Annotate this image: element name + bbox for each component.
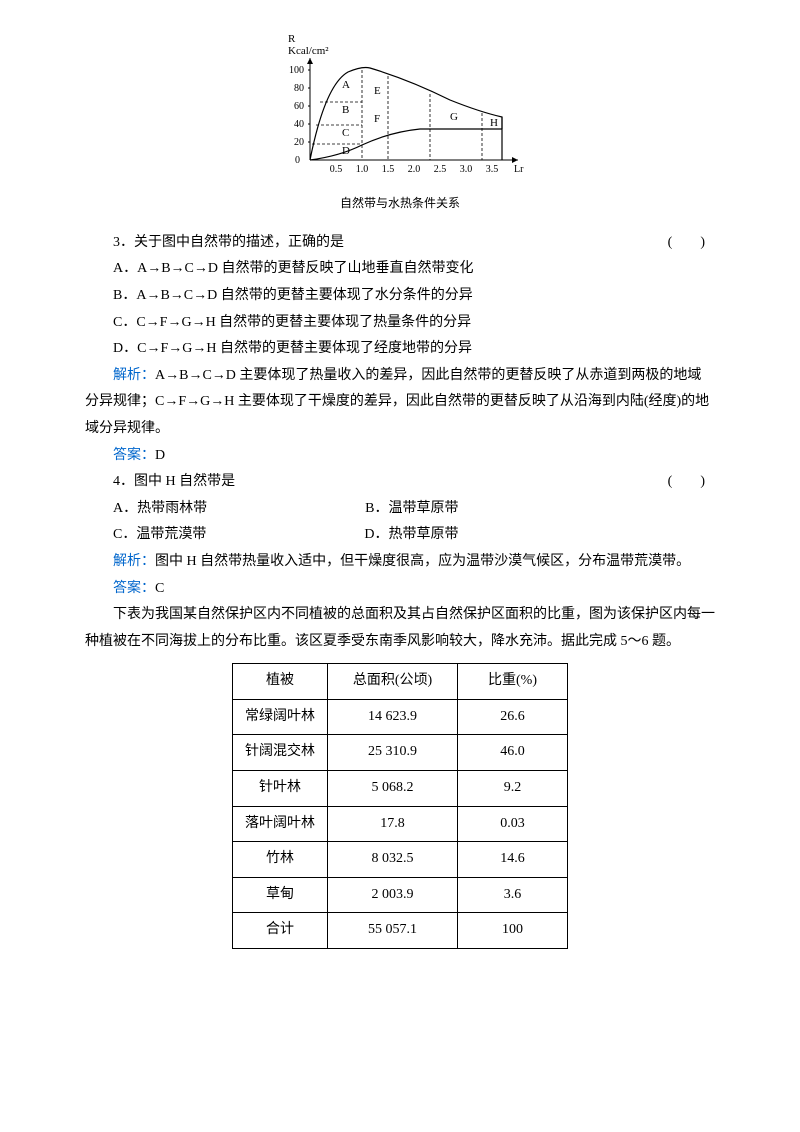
table-cell: 落叶阔叶林 <box>233 806 328 842</box>
region-f: F <box>374 113 380 125</box>
table-cell: 46.0 <box>458 735 568 771</box>
intro-5-6: 下表为我国某自然保护区内不同植被的总面积及其占自然保护区面积的比重，图为该保护区… <box>85 602 715 655</box>
answer-label: 答案： <box>113 581 155 596</box>
ytick-0: 0 <box>295 155 300 166</box>
table-cell: 竹林 <box>233 842 328 878</box>
xtick: 3.0 <box>460 164 473 175</box>
q3-option-a: A．A→B→C→D 自然带的更替反映了山地垂直自然带变化 <box>85 256 715 283</box>
xtick: 2.0 <box>408 164 421 175</box>
table-row: 草甸2 003.93.6 <box>233 877 568 913</box>
table-cell: 14.6 <box>458 842 568 878</box>
lower-curve <box>310 129 502 160</box>
table-row: 落叶阔叶林17.80.03 <box>233 806 568 842</box>
region-b: B <box>342 104 349 116</box>
ytick-20: 20 <box>294 137 304 148</box>
x-arrow <box>512 157 518 163</box>
table-cell: 14 623.9 <box>328 699 458 735</box>
region-e: E <box>374 85 381 97</box>
q4-option-c: C．温带荒漠带 <box>113 527 206 542</box>
region-c: C <box>342 127 349 139</box>
q3-answer-value: D <box>155 448 165 463</box>
ytick-80: 80 <box>294 83 304 94</box>
table-cell: 55 057.1 <box>328 913 458 949</box>
region-g: G <box>450 111 458 123</box>
chart-svg: R Kcal/cm² 0 20 40 60 80 100 0.5 1.0 1.5… <box>270 30 530 190</box>
upper-curve <box>310 68 502 161</box>
analysis-label: 解析： <box>113 554 155 569</box>
table-cell: 3.6 <box>458 877 568 913</box>
table-cell: 5 068.2 <box>328 771 458 807</box>
q4-option-a: A．热带雨林带 <box>113 501 207 516</box>
th-pct: 比重(%) <box>458 664 568 700</box>
region-a: A <box>342 79 350 91</box>
th-area: 总面积(公顷) <box>328 664 458 700</box>
q4-analysis-text: 图中 H 自然带热量收入适中，但干燥度很高，应为温带沙漠气候区，分布温带荒漠带。 <box>155 554 690 569</box>
table-cell: 针阔混交林 <box>233 735 328 771</box>
xtick: 0.5 <box>330 164 343 175</box>
table-cell: 2 003.9 <box>328 877 458 913</box>
vegetation-table: 植被 总面积(公顷) 比重(%) 常绿阔叶林14 623.926.6针阔混交林2… <box>232 663 568 949</box>
analysis-label: 解析： <box>113 368 155 383</box>
q3-answer: 答案：D <box>85 443 715 470</box>
x-label-lr: Lr <box>514 164 524 175</box>
q4-paren: ( ) <box>640 469 705 496</box>
table-row: 合计55 057.1100 <box>233 913 568 949</box>
table-cell: 9.2 <box>458 771 568 807</box>
table-cell: 25 310.9 <box>328 735 458 771</box>
q4-answer: 答案：C <box>85 576 715 603</box>
xtick: 2.5 <box>434 164 447 175</box>
q3-analysis-text: A→B→C→D 主要体现了热量收入的差异，因此自然带的更替反映了从赤道到两极的地… <box>85 368 709 436</box>
th-name: 植被 <box>233 664 328 700</box>
xtick: 1.0 <box>356 164 369 175</box>
table-row: 竹林8 032.514.6 <box>233 842 568 878</box>
q4-stem-line: 4．图中 H 自然带是 ( ) <box>85 469 715 496</box>
table-cell: 草甸 <box>233 877 328 913</box>
table-row: 针叶林5 068.29.2 <box>233 771 568 807</box>
y-label-r: R <box>288 33 296 45</box>
q3-stem: 3．关于图中自然带的描述，正确的是 <box>113 235 344 250</box>
q3-analysis: 解析：A→B→C→D 主要体现了热量收入的差异，因此自然带的更替反映了从赤道到两… <box>85 363 715 443</box>
q4-analysis: 解析：图中 H 自然带热量收入适中，但干燥度很高，应为温带沙漠气候区，分布温带荒… <box>85 549 715 576</box>
ytick-100: 100 <box>289 65 304 76</box>
ytick-60: 60 <box>294 101 304 112</box>
table-cell: 17.8 <box>328 806 458 842</box>
q4-answer-value: C <box>155 581 164 596</box>
q3-option-c: C．C→F→G→H 自然带的更替主要体现了热量条件的分异 <box>85 310 715 337</box>
table-cell: 8 032.5 <box>328 842 458 878</box>
q3-option-d: D．C→F→G→H 自然带的更替主要体现了经度地带的分异 <box>85 336 715 363</box>
table-cell: 26.6 <box>458 699 568 735</box>
chart-figure: R Kcal/cm² 0 20 40 60 80 100 0.5 1.0 1.5… <box>260 30 540 215</box>
y-arrow <box>307 58 313 64</box>
q4-row-ab: A．热带雨林带 B．温带草原带 <box>85 496 715 523</box>
q4-stem: 4．图中 H 自然带是 <box>113 474 235 489</box>
region-d: D <box>342 145 350 157</box>
q3-paren: ( ) <box>640 230 705 257</box>
q4-option-b: B．温带草原带 <box>337 496 458 523</box>
table-header-row: 植被 总面积(公顷) 比重(%) <box>233 664 568 700</box>
chart-caption: 自然带与水热条件关系 <box>260 192 540 215</box>
table-cell: 针叶林 <box>233 771 328 807</box>
table-row: 常绿阔叶林14 623.926.6 <box>233 699 568 735</box>
ytick-40: 40 <box>294 119 304 130</box>
table-cell: 合计 <box>233 913 328 949</box>
table-row: 针阔混交林25 310.946.0 <box>233 735 568 771</box>
table-cell: 0.03 <box>458 806 568 842</box>
table-cell: 常绿阔叶林 <box>233 699 328 735</box>
q4-option-d: D．热带草原带 <box>336 522 458 549</box>
y-label-unit: Kcal/cm² <box>288 45 329 57</box>
table-cell: 100 <box>458 913 568 949</box>
xtick: 1.5 <box>382 164 395 175</box>
answer-label: 答案： <box>113 448 155 463</box>
xtick: 3.5 <box>486 164 499 175</box>
q4-row-cd: C．温带荒漠带 D．热带草原带 <box>85 522 715 549</box>
region-h: H <box>490 117 498 129</box>
q3-stem-line: 3．关于图中自然带的描述，正确的是 ( ) <box>85 230 715 257</box>
q3-option-b: B．A→B→C→D 自然带的更替主要体现了水分条件的分异 <box>85 283 715 310</box>
